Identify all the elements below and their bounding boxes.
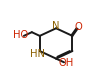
Text: OH: OH xyxy=(59,58,74,68)
Text: N: N xyxy=(52,21,60,31)
Text: O: O xyxy=(75,22,83,32)
Text: HO: HO xyxy=(13,31,28,40)
Text: HN: HN xyxy=(30,49,45,58)
